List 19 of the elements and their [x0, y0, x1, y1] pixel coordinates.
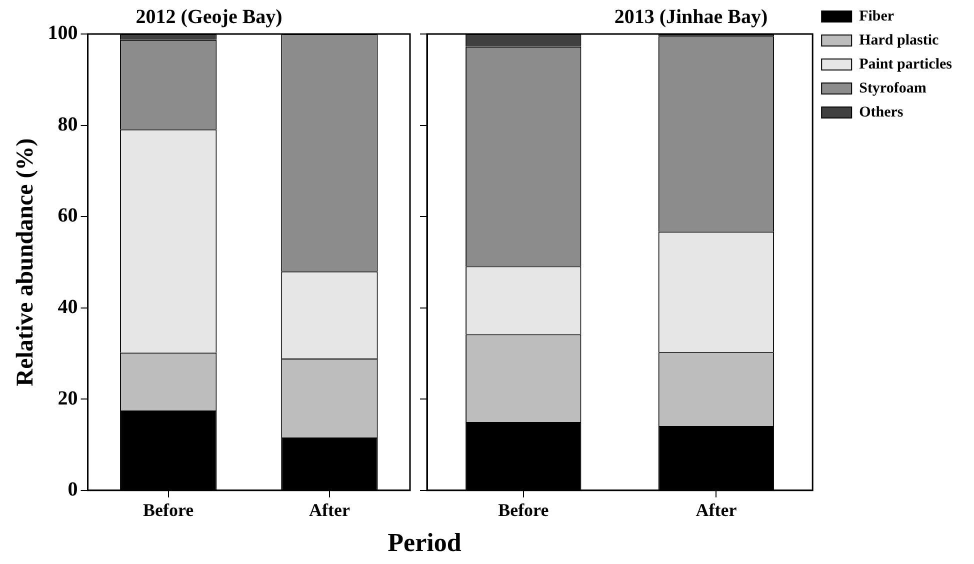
legend-label: Fiber [859, 8, 894, 24]
y-tick-label: 60 [58, 204, 78, 227]
y-tick-label: 80 [58, 113, 78, 136]
x-axis-title: Period [386, 528, 462, 558]
y-axis-title: Relative abundance (%) [12, 138, 39, 386]
y-tick-label: 0 [68, 478, 78, 501]
legend-label: Others [859, 104, 904, 120]
y-tick-label: 20 [58, 387, 78, 410]
y-tick-label: 40 [58, 296, 78, 318]
legend-label: Styrofoam [859, 80, 927, 96]
legend-label: Hard plastic [859, 32, 940, 48]
x-tick-label: After [308, 500, 350, 520]
chart-title: 2013 (Jinhae Bay) [614, 6, 768, 28]
x-tick-label: After [696, 500, 737, 520]
x-tick-label: Before [498, 500, 549, 520]
chart-title: 2012 (Geoje Bay) [136, 6, 282, 28]
y-tick-label: 100 [48, 22, 78, 44]
x-tick-label: Before [143, 500, 194, 520]
legend-label: Paint particles [859, 56, 952, 72]
